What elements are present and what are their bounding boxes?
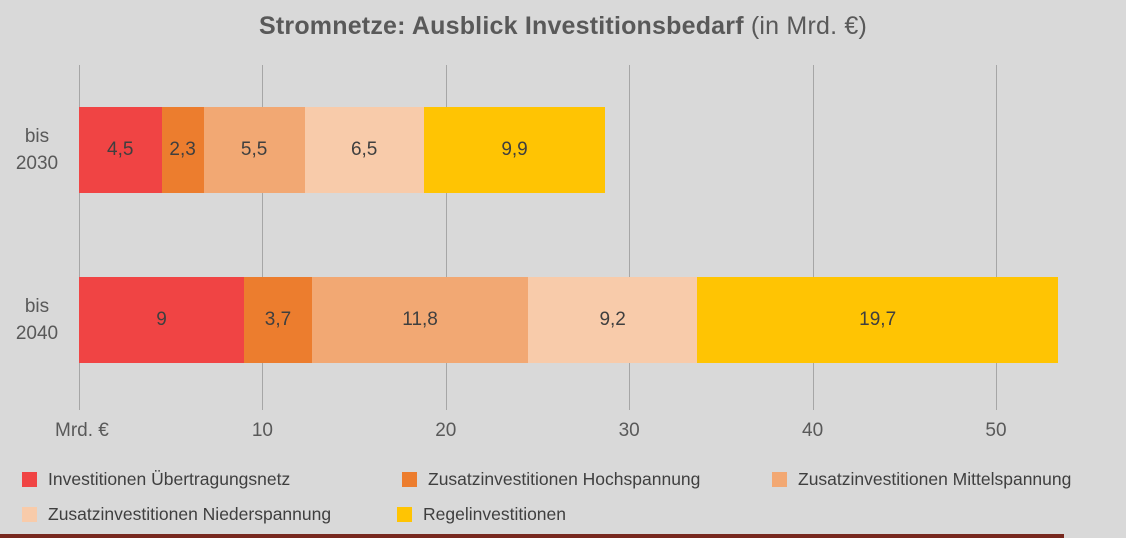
- bar-segment-value-label: 5,5: [240, 139, 268, 160]
- legend-label: Zusatzinvestitionen Mittelspannung: [798, 468, 1072, 489]
- chart-title-main: Stromnetze: Ausblick Investitionsbedarf: [259, 12, 744, 40]
- chart-title: Stromnetze: Ausblick Investitionsbedarf …: [0, 12, 1126, 41]
- bar-segment: 9,9: [423, 107, 606, 193]
- legend-swatch-icon: [397, 506, 412, 522]
- bar-segment: 11,8: [311, 277, 529, 363]
- legend-label: Zusatzinvestitionen Hochspannung: [428, 468, 701, 489]
- gridline-0: [79, 65, 80, 410]
- legend-item: Zusatzinvestitionen Niederspannung: [22, 503, 331, 525]
- gridline-20: [445, 65, 447, 410]
- bar-bis-2040: 9 3,7 11,8 9,2 19,7: [79, 277, 1059, 363]
- x-axis-unit-label: Mrd. €: [55, 420, 109, 441]
- bar-segment-value-label: 9: [156, 309, 167, 330]
- bar-segment: 6,5: [304, 107, 424, 193]
- legend-swatch-icon: [772, 471, 787, 487]
- gridline-10: [262, 65, 264, 410]
- bar-segment: 9: [79, 277, 245, 363]
- bar-segment-value-label: 4,5: [107, 139, 134, 160]
- legend-swatch-icon: [22, 471, 37, 487]
- bar-segment: 19,7: [697, 277, 1059, 363]
- bar-segment: 5,5: [203, 107, 305, 193]
- bar-segment-value-label: 6,5: [350, 139, 378, 160]
- bar-bis-2030: 4,5 2,3 5,5 6,5 9,9: [79, 107, 606, 193]
- legend-item: Investitionen Übertragungsnetz: [22, 468, 290, 490]
- bar-segment: 3,7: [244, 277, 312, 363]
- x-tick-label-40: 40: [802, 420, 824, 441]
- bar-segment-value-label: 3,7: [264, 309, 292, 330]
- legend-label: Investitionen Übertragungsnetz: [48, 468, 291, 489]
- gridline-30: [629, 65, 631, 410]
- footer-accent-bar: [0, 534, 1064, 538]
- legend-label: Regelinvestitionen: [423, 503, 567, 524]
- bar-segment-value-label: 2,3: [169, 139, 196, 160]
- x-tick-label-20: 20: [435, 420, 457, 441]
- bar-segment-value-label: 11,8: [402, 309, 438, 330]
- x-tick-label-10: 10: [251, 420, 273, 441]
- chart-title-suffix: (in Mrd. €): [743, 12, 867, 40]
- gridline-40: [812, 65, 814, 410]
- x-tick-label-30: 30: [618, 420, 640, 441]
- category-label: bis 2030: [15, 126, 59, 174]
- legend-label: Zusatzinvestitionen Niederspannung: [48, 503, 332, 524]
- legend-item: Regelinvestitionen: [397, 503, 566, 525]
- bar-segment: 9,2: [528, 277, 698, 363]
- legend-swatch-icon: [402, 471, 417, 487]
- bar-segment-value-label: 9,2: [599, 309, 626, 330]
- x-tick-label-50: 50: [985, 420, 1007, 441]
- bar-segment-value-label: 9,9: [501, 139, 528, 160]
- category-label: bis 2040: [15, 296, 59, 344]
- gridline-50: [996, 65, 997, 410]
- bar-segment: 2,3: [161, 107, 204, 193]
- bar-segment: 4,5: [79, 107, 162, 193]
- legend-swatch-icon: [22, 506, 37, 522]
- bar-segment-value-label: 19,7: [859, 309, 897, 330]
- legend-item: Zusatzinvestitionen Hochspannung: [402, 468, 700, 490]
- legend-item: Zusatzinvestitionen Mittelspannung: [772, 468, 1071, 490]
